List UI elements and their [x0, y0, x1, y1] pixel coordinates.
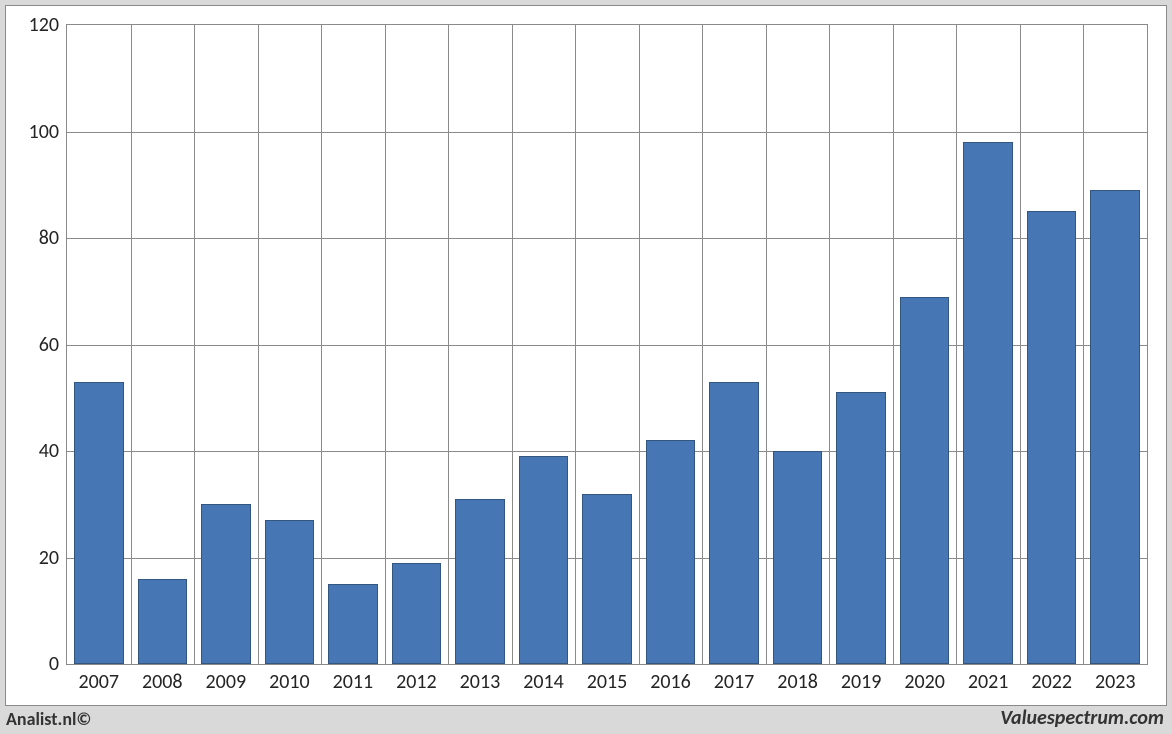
x-tick-label: 2012: [396, 670, 437, 694]
x-tick-label: 2019: [841, 670, 882, 694]
x-tick-label: 2015: [587, 670, 628, 694]
x-tick-label: 2023: [1095, 670, 1136, 694]
y-axis-labels: 020406080100120: [67, 25, 1147, 664]
x-tick-label: 2011: [333, 670, 374, 694]
x-tick-label: 2007: [78, 670, 119, 694]
x-tick-label: 2022: [1031, 670, 1072, 694]
y-tick-label: 0: [49, 652, 59, 676]
y-tick-label: 120: [29, 13, 59, 37]
x-tick-label: 2008: [142, 670, 183, 694]
x-tick-label: 2010: [269, 670, 310, 694]
chart-panel: 2007 2008 2009 2010 2011 2012 2013 2014 2015 2016…: [5, 5, 1167, 706]
x-tick-label: 2017: [714, 670, 755, 694]
x-tick-label: 2016: [650, 670, 691, 694]
x-tick-label: 2014: [523, 670, 564, 694]
footer-right-label: Valuespectrum.com: [1000, 706, 1164, 730]
y-tick-label: 40: [39, 439, 59, 463]
y-tick-label: 60: [39, 333, 59, 357]
chart-container: 2007 2008 2009 2010 2011 2012 2013 2014 2015 2016…: [0, 0, 1172, 734]
y-tick-label: 20: [39, 546, 59, 570]
y-tick-label: 80: [39, 226, 59, 250]
plot-area: 2007200820092010201120122013201420152016…: [66, 24, 1148, 665]
x-tick-label: 2020: [904, 670, 945, 694]
x-tick-label: 2013: [460, 670, 501, 694]
x-tick-label: 2021: [968, 670, 1009, 694]
footer-left-label: Analist.nl©: [6, 708, 91, 730]
x-tick-label: 2018: [777, 670, 818, 694]
x-tick-label: 2009: [206, 670, 247, 694]
y-tick-label: 100: [29, 120, 59, 144]
